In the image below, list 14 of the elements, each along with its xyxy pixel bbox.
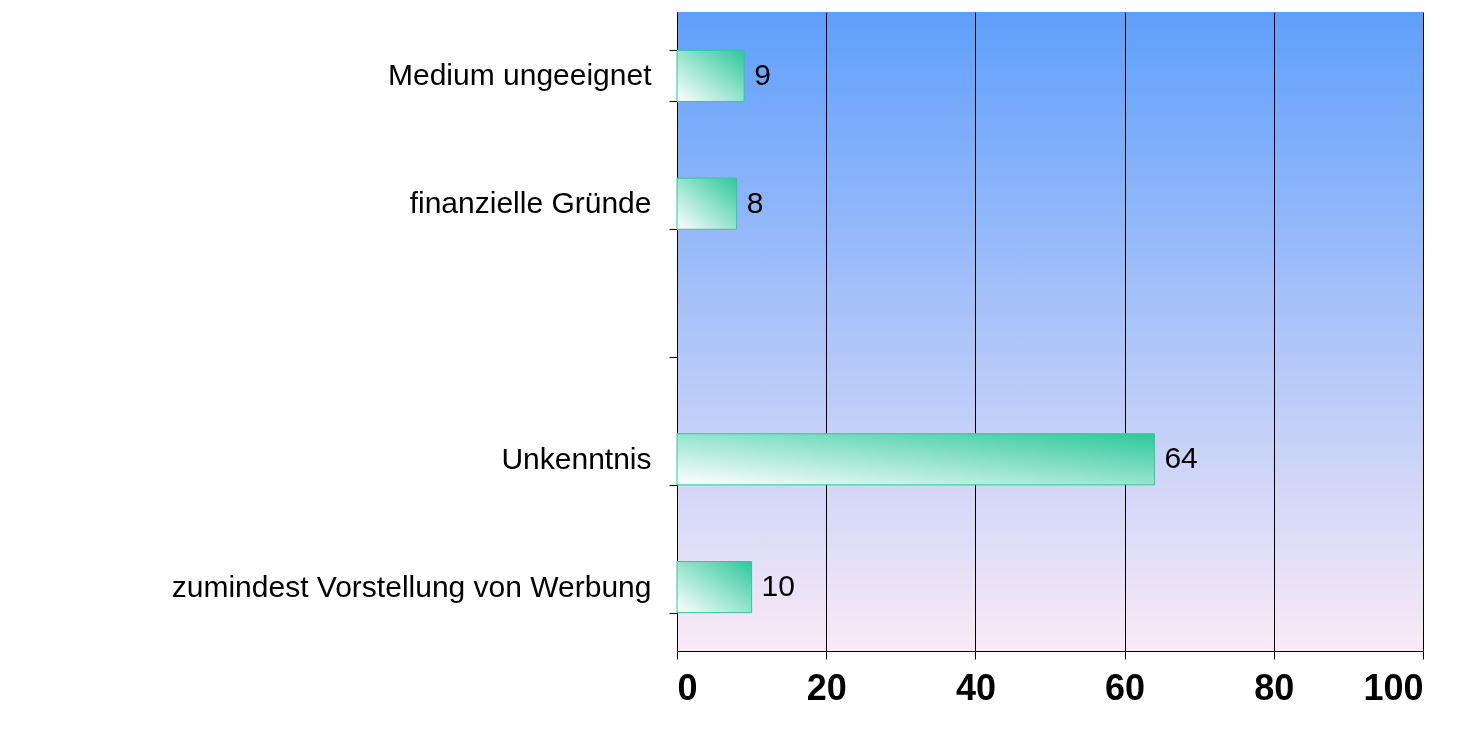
x-tick-label: 40 [955, 666, 996, 708]
x-tick-label: 0 [677, 666, 698, 708]
x-tick-label: 100 [1363, 666, 1424, 708]
x-tick-label: 80 [1254, 666, 1295, 708]
y-tick-label: Unkenntnis [501, 441, 652, 475]
y-tick-label: Medium ungeeignet [387, 58, 653, 92]
x-tick-label: 60 [1105, 666, 1146, 708]
data-label: 8 [746, 185, 764, 219]
y-tick-label: finanzielle Gründe [409, 186, 652, 220]
data-label: 64 [1164, 441, 1198, 475]
data-label: 9 [754, 57, 771, 91]
x-tick-label: 20 [806, 666, 847, 708]
data-label: 10 [761, 569, 795, 603]
y-tick-label: zumindest Vorstellung von Werbung [171, 569, 652, 603]
